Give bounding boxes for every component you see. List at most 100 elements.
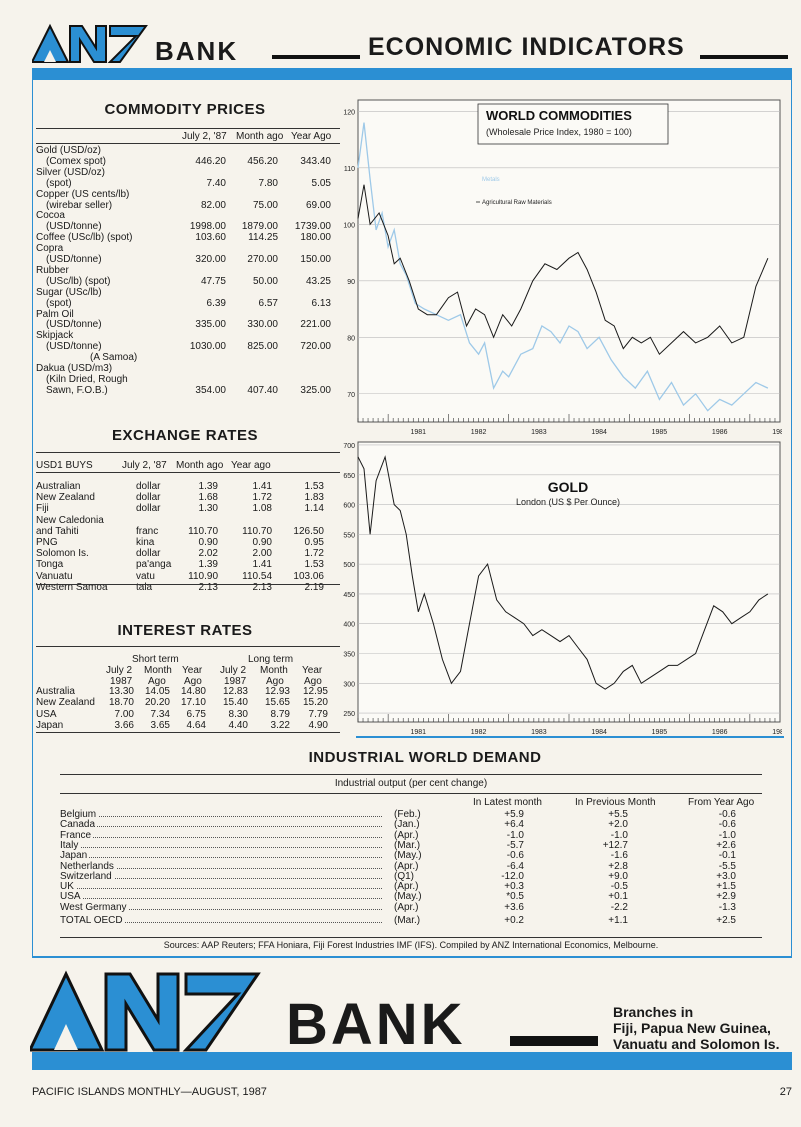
commodity-label: Palm Oil	[36, 308, 74, 320]
industrial-month: (Apr.)	[394, 901, 419, 913]
exchange-value: 1.30	[198, 503, 218, 515]
industrial-value: +12.7	[602, 839, 628, 851]
industrial-dot-leader	[62, 888, 382, 890]
industrial-value: -1.0	[610, 829, 628, 841]
interest-value: 4.40	[228, 719, 248, 731]
commodity-value: 69.00	[305, 199, 331, 211]
chart-frame	[357, 99, 781, 423]
exchange-country: Australian	[36, 481, 81, 492]
commodity-label: (USD/tonne)	[46, 221, 102, 233]
industrial-row: Japan (May.) -0.6 -1.6 -0.1	[60, 850, 762, 862]
commodity-row: (USD/tonne) 320.00 270.00 150.00	[36, 254, 340, 265]
exchange-value: 110.70	[242, 525, 272, 537]
x-tick-label: 1981	[410, 429, 426, 436]
interest-lt-col-c-2: Ago	[304, 676, 322, 687]
commodity-value: 407.40	[247, 384, 278, 396]
commodity-label: Rubber	[36, 264, 69, 276]
commodity-value: 270.00	[247, 254, 278, 265]
commodity-row: (USD/tonne) 335.00 330.00 221.00	[36, 319, 340, 330]
exchange-value: 0.90	[252, 537, 272, 548]
ad-blue-bar	[32, 1052, 792, 1070]
exchange-value: 1.53	[304, 559, 324, 571]
gold-chart-subtitle: London (US $ Per Ounce)	[516, 497, 620, 507]
industrial-value: +2.8	[608, 860, 628, 872]
interest-value: 15.65	[264, 697, 290, 709]
industrial-row: Netherlands (Apr.) -6.4 +2.8 -5.5	[60, 860, 762, 872]
y-tick-label: 350	[343, 651, 355, 658]
interest-rule-2	[36, 732, 340, 733]
industrial-country: Netherlands	[60, 860, 116, 872]
commodity-row: Copra	[36, 243, 340, 254]
industrial-value: -12.0	[501, 870, 524, 882]
industrial-value: -0.6	[718, 809, 736, 820]
y-tick-label: 500	[343, 562, 355, 569]
exchange-country: New Zealand	[36, 492, 95, 504]
industrial-col-1: In Previous Month	[575, 797, 656, 808]
x-tick-label: 1987	[772, 729, 782, 736]
industrial-rule-3	[60, 937, 762, 938]
industrial-value: +0.1	[608, 891, 628, 903]
header-rule-left	[272, 55, 360, 59]
industrial-month: (May.)	[394, 850, 422, 862]
interest-value: 20.20	[144, 697, 170, 709]
exchange-row: Australian dollar 1.39 1.41 1.53	[36, 481, 340, 492]
y-tick-label: 120	[343, 109, 355, 116]
commodity-row: (Comex spot) 446.20 456.20 343.40	[36, 156, 340, 167]
world-chart-title: WORLD COMMODITIES	[486, 108, 632, 123]
commodity-value: 6.57	[258, 297, 278, 309]
exchange-col-2: Year ago	[231, 460, 271, 471]
interest-value: 15.20	[302, 697, 328, 709]
commodity-value: 103.60	[195, 232, 226, 244]
header-rule-right	[700, 55, 788, 59]
commodity-value: 1030.00	[189, 341, 226, 353]
exchange-head-label: USD1 BUYS	[36, 460, 93, 471]
interest-value: 15.40	[222, 697, 248, 709]
commodity-label: Sugar (USc/lb)	[36, 286, 102, 298]
commodity-row: Cocoa	[36, 210, 340, 221]
exchange-value: 126.50	[293, 525, 324, 537]
interest-value: 8.79	[270, 708, 290, 720]
interest-value: 12.83	[222, 686, 248, 697]
commodity-label: Cocoa	[36, 210, 65, 222]
commodity-row: Gold (USD/oz)	[36, 145, 340, 156]
y-tick-label: 80	[347, 335, 355, 342]
commodity-col-2: Year Ago	[291, 131, 332, 142]
y-tick-label: 700	[343, 443, 355, 450]
exchange-value: 110.90	[188, 570, 218, 582]
exchange-unit: dollar	[136, 481, 161, 492]
exchange-country: Tonga	[36, 559, 64, 571]
x-tick-label: 1982	[471, 429, 487, 436]
world-commodities-chart: 70 80 90 100 110 120 1981 1982 1983 1984 1985 1986 1…	[343, 99, 782, 436]
interest-row: New Zealand 18.70 20.20 17.10 15.40 15.65 15.2…	[36, 697, 340, 708]
header-blue-bar	[32, 68, 792, 80]
series-line-1	[357, 184, 769, 356]
commodity-rule-2	[36, 143, 340, 144]
commodity-value: 1879.00	[241, 221, 278, 233]
interest-lt-col-a-2: 1987	[224, 676, 247, 687]
industrial-value: +6.4	[504, 819, 524, 831]
x-tick-label: 1984	[591, 729, 607, 736]
industrial-rule-2	[60, 793, 762, 794]
exchange-country: Fiji	[36, 503, 49, 515]
interest-row: Japan 3.66 3.65 4.64 4.40 3.22 4.90	[36, 720, 340, 731]
ad-rule	[510, 1036, 598, 1046]
gold-chart-title: GOLD	[548, 479, 588, 495]
exchange-row: New Caledonia	[36, 515, 340, 526]
y-tick-label: 300	[343, 681, 355, 688]
exchange-country: Solomon Is.	[36, 548, 89, 560]
sources-note: Sources: AAP Reuters; FFA Honiara, Fiji …	[163, 940, 659, 950]
industrial-country: Japan	[60, 850, 90, 862]
gold-chart: 250 300 350 400 450 500 550 600 650 700 1981 1982 19…	[343, 441, 782, 736]
exchange-country: PNG	[36, 537, 58, 548]
industrial-country: UK	[60, 881, 76, 893]
interest-value: 3.65	[150, 719, 170, 731]
industrial-value: *0.5	[506, 891, 524, 903]
industrial-value: +1.5	[716, 881, 736, 893]
exchange-value: 1.08	[252, 503, 272, 515]
commodity-value: 221.00	[300, 319, 331, 331]
industrial-value: -5.7	[506, 839, 524, 851]
exchange-row: Western Samoa tala 2.13 2.13 2.19	[36, 582, 340, 593]
commodity-label: (wirebar seller)	[46, 199, 113, 211]
industrial-dot-leader	[62, 898, 382, 900]
world-title-box	[477, 103, 669, 145]
